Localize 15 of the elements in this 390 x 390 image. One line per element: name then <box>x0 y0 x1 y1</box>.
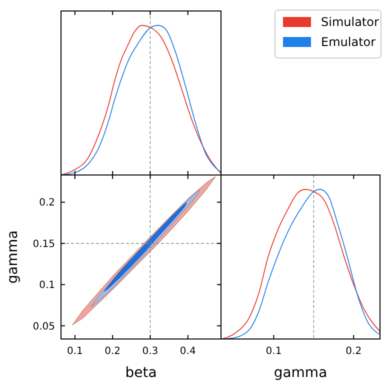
x-tick-label: 0.4 <box>180 346 196 357</box>
y-tick-label: 0.2 <box>39 198 55 209</box>
x-tick-label: 0.2 <box>104 346 121 357</box>
y-tick-label: 0.15 <box>32 238 55 250</box>
x-axis-title: beta <box>125 365 157 381</box>
y-tick-label: 0.05 <box>32 321 55 332</box>
y-axis-title: gamma <box>5 230 21 284</box>
y-tick-label: 0.1 <box>39 280 55 292</box>
x-axis-title: gamma <box>274 365 328 381</box>
x-tick-label: 0.2 <box>346 346 362 357</box>
legend-label: Simulator <box>321 15 379 29</box>
legend-label: Emulator <box>321 35 376 49</box>
x-tick-label: 0.1 <box>266 346 282 357</box>
x-tick-label: 0.1 <box>66 346 83 357</box>
x-tick-label: 0.3 <box>142 346 158 357</box>
